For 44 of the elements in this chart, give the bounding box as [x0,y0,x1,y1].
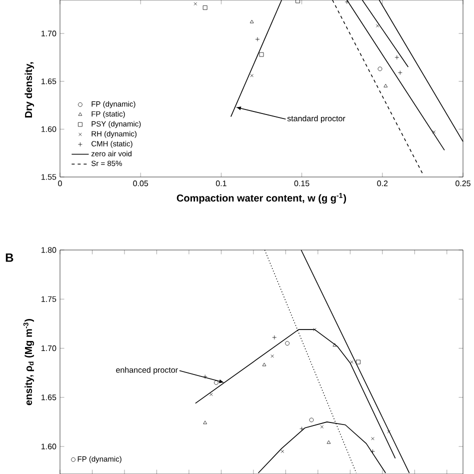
y-tick-label: 1.75 [42,296,56,302]
x-tick-label: 0.25 [456,180,470,186]
x-axis-title: Compaction water content, w (g g$^{-1}$) [176,193,346,204]
point [270,354,274,358]
point [376,24,380,28]
point [250,20,254,24]
y-axis-title: ensity, ρ$_{d}$ (Mg m$^{-3}$) [23,319,34,406]
point [378,66,382,72]
point [371,437,374,440]
point [332,343,337,346]
y-tick-label: 1.60 [42,126,56,132]
y-axis-title: Dry density, [24,62,34,118]
point [350,360,354,364]
text: B [6,254,14,262]
point [309,418,314,422]
x-tick-label: 0.1 [216,180,226,186]
point [285,341,290,346]
y-tick-label: 1.60 [42,444,56,450]
point [259,52,264,57]
point [296,0,300,4]
point [356,360,360,364]
point [387,430,390,434]
x-tick-label: 0 [58,180,62,186]
point [250,74,254,78]
y-tick-label: 1.80 [42,247,56,253]
y-tick-label: 1.70 [42,345,56,352]
y-tick-label: 1.55 [42,174,56,180]
annotation: enhanced proctor [116,366,178,374]
point [320,425,324,428]
point [326,440,331,444]
point [280,450,284,454]
y-tick-label: 1.65 [42,78,56,84]
point [210,392,213,396]
point [384,84,388,88]
x-tick-label: 0.2 [377,180,388,186]
annotation: standard proctor [287,115,346,123]
point [203,420,208,424]
x-tick-label: 0.05 [133,180,148,186]
point [194,2,198,6]
x-tick-label: 0.15 [294,180,310,186]
point [262,362,266,366]
y-tick-label: 1.65 [42,394,56,400]
point [202,5,208,10]
y-tick-label: 1.70 [42,30,56,36]
